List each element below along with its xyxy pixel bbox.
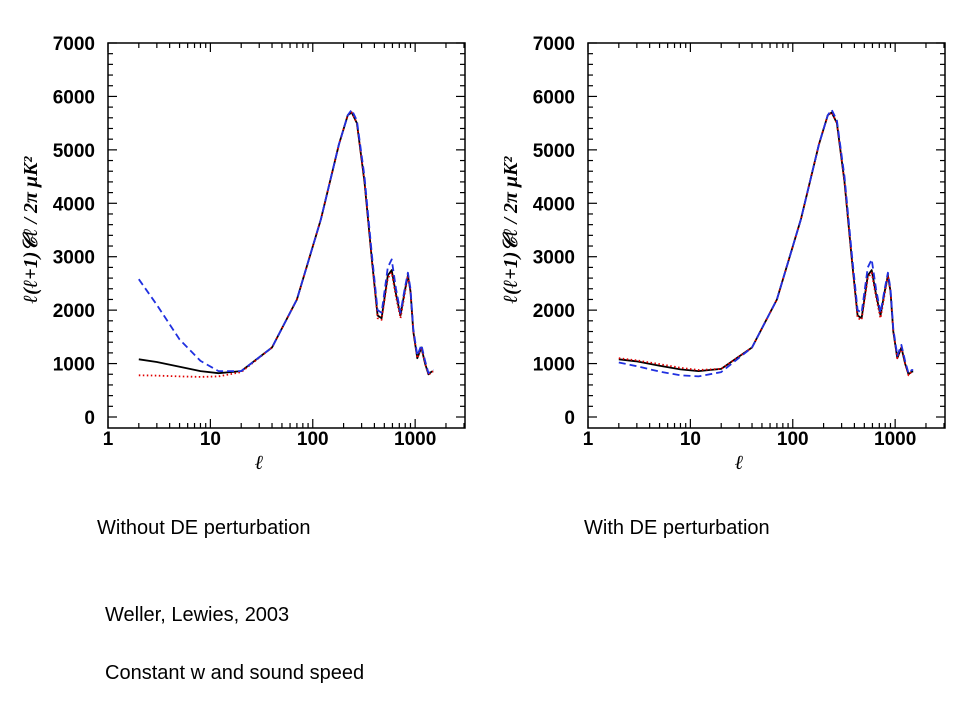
plot-frame xyxy=(107,42,466,429)
x-tick-label: 1 xyxy=(583,429,594,450)
y-axis-title: ℓ(ℓ+1)𝒞ℓ / 2π μK² xyxy=(500,156,522,304)
series-line-dotted xyxy=(618,111,914,377)
series-line-solid xyxy=(618,111,914,376)
y-tick-label: 3000 xyxy=(53,248,95,269)
y-tick-label: 2000 xyxy=(53,301,95,322)
y-tick-label: 4000 xyxy=(533,194,575,215)
series-line-solid xyxy=(138,111,434,376)
x-tick-label: 100 xyxy=(777,429,809,450)
series-line-dashed xyxy=(618,108,914,378)
series-line-dotted xyxy=(138,111,434,378)
y-tick-label: 0 xyxy=(564,408,575,429)
x-tick-label: 1000 xyxy=(394,429,436,450)
x-tick-label: 10 xyxy=(200,429,221,450)
x-axis-title: ℓ xyxy=(735,452,744,474)
chart-with-de-perturbation: 1 10 100 1000 0 1000 2000 3000 4000 5000 6000 7000 ℓ… xyxy=(500,34,946,474)
note-text: Constant w and sound speed xyxy=(105,662,365,684)
y-tick-label: 7000 xyxy=(53,34,95,55)
x-tick-label: 1000 xyxy=(874,429,916,450)
x-tick-label: 10 xyxy=(680,429,701,450)
series-line-dashed xyxy=(138,108,434,375)
chart-without-de-perturbation: 1 10 100 1000 0 1000 2000 3000 4000 5000 6000 7000 ℓ… xyxy=(20,34,466,474)
plot-frame xyxy=(587,42,946,429)
x-tick-label: 1 xyxy=(103,429,114,450)
y-tick-label: 0 xyxy=(84,408,95,429)
y-tick-label: 1000 xyxy=(533,355,575,376)
y-tick-label: 1000 xyxy=(53,355,95,376)
y-tick-label: 6000 xyxy=(53,87,95,108)
y-axis-title: ℓ(ℓ+1)𝒞ℓ / 2π μK² xyxy=(20,156,42,304)
caption-right: With DE perturbation xyxy=(584,517,770,539)
y-tick-label: 5000 xyxy=(533,141,575,162)
y-tick-label: 2000 xyxy=(533,301,575,322)
x-axis-title: ℓ xyxy=(255,452,264,474)
y-tick-label: 6000 xyxy=(533,87,575,108)
x-tick-label: 100 xyxy=(297,429,329,450)
y-tick-label: 5000 xyxy=(53,141,95,162)
caption-left: Without DE perturbation xyxy=(97,517,311,539)
y-tick-label: 7000 xyxy=(533,34,575,55)
y-tick-label: 3000 xyxy=(533,248,575,269)
citation-text: Weller, Lewies, 2003 xyxy=(105,604,290,626)
y-tick-label: 4000 xyxy=(53,194,95,215)
